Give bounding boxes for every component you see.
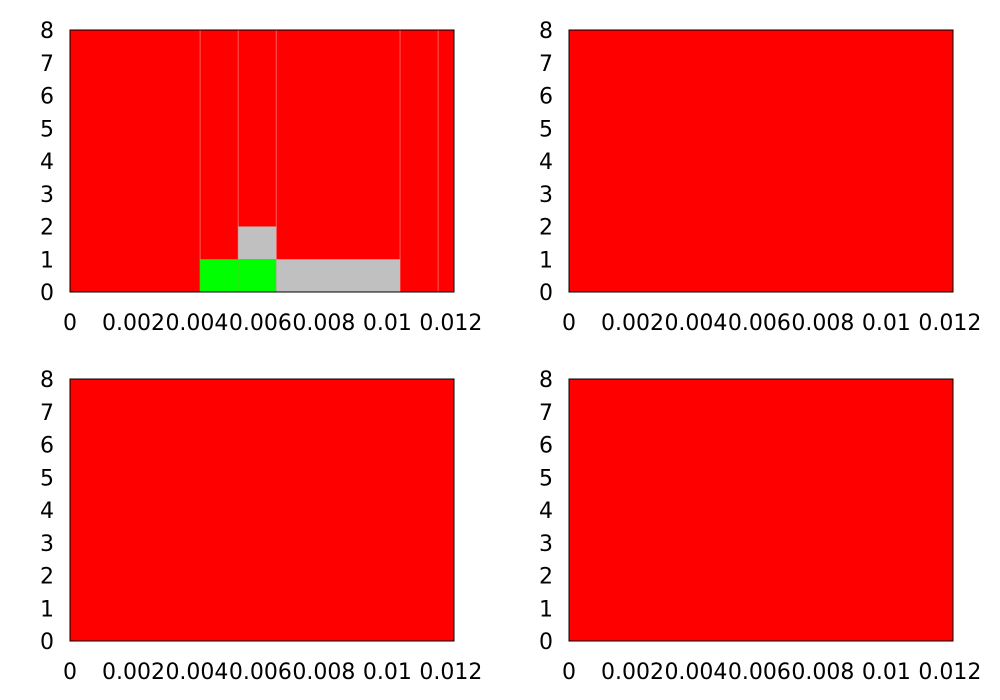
x-tick-label: 0.008 [791, 660, 854, 685]
x-tick-label: 0.006 [229, 660, 292, 685]
heatmap-cell [238, 259, 277, 292]
y-tick-label: 8 [539, 19, 553, 44]
y-tick-label: 0 [539, 281, 553, 306]
x-tick-label: 0.002 [102, 311, 165, 336]
subplot-bottom-right: 0 1 2 3 4 5 6 7 8 0 0.002 0.004 0.006 0.008 0.01 0.012 [539, 368, 981, 685]
y-tick-label: 5 [539, 466, 553, 491]
y-tick-label: 7 [40, 52, 54, 77]
heatmap-cell [276, 259, 401, 292]
y-tick-label: 1 [40, 248, 54, 273]
y-tick-label: 2 [539, 565, 553, 590]
y-tick-label: 2 [40, 216, 54, 241]
x-tick-label: 0.012 [419, 311, 482, 336]
x-tick-label: 0.004 [165, 311, 228, 336]
y-tick-label: 6 [40, 85, 54, 110]
y-tick-label: 3 [539, 183, 553, 208]
y-tick-label: 8 [40, 19, 54, 44]
x-tick-label: 0.004 [664, 311, 727, 336]
x-tick-label: 0.012 [918, 660, 981, 685]
y-tick-label: 0 [40, 630, 54, 655]
plot-frame [568, 29, 954, 293]
y-tick-label: 3 [539, 532, 553, 557]
y-tick-label: 1 [539, 597, 553, 622]
y-tick-label: 2 [40, 565, 54, 590]
x-tick-label: 0.008 [292, 311, 355, 336]
heatmap-cell [200, 259, 239, 292]
y-tick-label: 3 [40, 532, 54, 557]
y-tick-label: 7 [539, 401, 553, 426]
y-tick-label: 6 [40, 434, 54, 459]
x-tick-label: 0.004 [664, 660, 727, 685]
y-tick-label: 0 [40, 281, 54, 306]
x-tick-label: 0 [562, 311, 576, 336]
y-tick-label: 4 [40, 499, 54, 524]
x-tick-label: 0.012 [918, 311, 981, 336]
x-tick-label: 0.008 [292, 660, 355, 685]
x-tick-label: 0.002 [601, 660, 664, 685]
subplot-top-left: 0 1 2 3 4 5 6 7 8 0 0.002 0.004 0.006 0.008 0.01 0.012 [40, 19, 482, 336]
plot-frame [568, 378, 954, 642]
x-tick-label: 0.006 [728, 660, 791, 685]
x-tick-label: 0.004 [165, 660, 228, 685]
y-tick-label: 7 [40, 401, 54, 426]
x-tick-label: 0.01 [363, 660, 412, 685]
x-tick-label: 0.01 [862, 660, 911, 685]
y-tick-label: 5 [40, 117, 54, 142]
y-tick-label: 0 [539, 630, 553, 655]
y-tick-label: 6 [539, 434, 553, 459]
y-tick-label: 8 [40, 368, 54, 393]
plot-frame [69, 378, 455, 642]
y-tick-label: 1 [40, 597, 54, 622]
y-tick-label: 4 [40, 150, 54, 175]
x-tick-label: 0.01 [363, 311, 412, 336]
x-tick-label: 0.002 [102, 660, 165, 685]
y-tick-label: 5 [40, 466, 54, 491]
heatmap-background [70, 379, 454, 641]
y-tick-label: 7 [539, 52, 553, 77]
y-tick-label: 8 [539, 368, 553, 393]
x-tick-label: 0.006 [229, 311, 292, 336]
y-tick-label: 2 [539, 216, 553, 241]
y-tick-label: 5 [539, 117, 553, 142]
x-tick-label: 0.002 [601, 311, 664, 336]
subplot-top-right: 0 1 2 3 4 5 6 7 8 0 0.002 0.004 0.006 0.008 0.01 0.012 [539, 19, 981, 336]
x-tick-label: 0.008 [791, 311, 854, 336]
y-tick-label: 3 [40, 183, 54, 208]
y-tick-label: 1 [539, 248, 553, 273]
x-tick-label: 0 [63, 660, 77, 685]
y-tick-label: 4 [539, 499, 553, 524]
heatmap-cell [238, 226, 277, 260]
x-tick-label: 0.01 [862, 311, 911, 336]
x-tick-label: 0 [63, 311, 77, 336]
heatmap-background [569, 30, 953, 292]
heatmap-background [569, 379, 953, 641]
x-tick-label: 0.012 [419, 660, 482, 685]
plot-frame [69, 29, 455, 293]
x-tick-label: 0.006 [728, 311, 791, 336]
y-tick-label: 4 [539, 150, 553, 175]
subplot-bottom-left: 0 1 2 3 4 5 6 7 8 0 0.002 0.004 0.006 0.008 0.01 0.012 [40, 368, 482, 685]
y-tick-label: 6 [539, 85, 553, 110]
x-tick-label: 0 [562, 660, 576, 685]
